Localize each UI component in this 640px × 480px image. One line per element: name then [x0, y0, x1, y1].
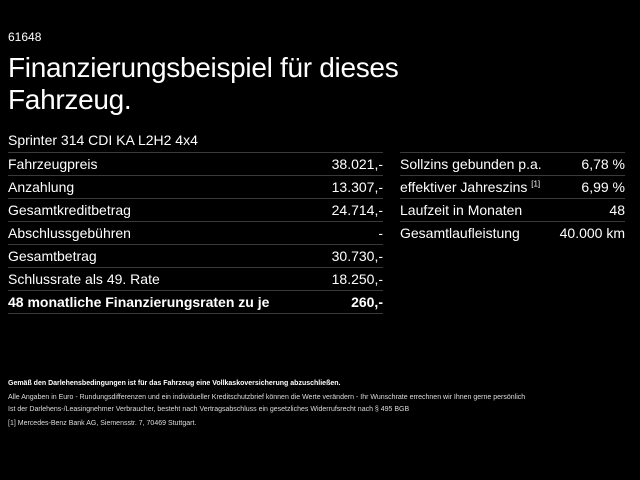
table-row: Gesamtlaufleistung 40.000 km: [400, 221, 625, 244]
row-label: 48 monatliche Finanzierungsraten zu je: [8, 290, 322, 314]
table-row: Laufzeit in Monaten 48: [400, 198, 625, 222]
row-label: Laufzeit in Monaten: [400, 198, 554, 222]
row-value: 18.250,-: [321, 267, 383, 291]
row-value: 40.000 km: [553, 221, 625, 244]
table-row: Sollzins gebunden p.a. 6,78 %: [400, 152, 625, 176]
table-row: Gesamtbetrag 30.730,-: [8, 244, 383, 268]
row-label-cell: effektiver Jahreszins [1]: [400, 175, 554, 199]
footnote-ref: [1]: [531, 179, 541, 189]
row-label: Fahrzeugpreis: [8, 152, 322, 176]
row-label: Gesamtkreditbetrag: [8, 198, 322, 222]
table-row: Fahrzeugpreis 38.021,-: [8, 152, 383, 176]
disclaimer-line-2: Ist der Darlehens-/Leasingnehmer Verbrau…: [8, 406, 410, 413]
financing-table: Fahrzeugpreis 38.021,- Anzahlung 13.307,- …: [8, 152, 383, 314]
insurance-note: Gemäß den Darlehensbedingungen ist für d…: [8, 380, 341, 387]
page-title: Finanzierungsbeispiel für dieses Fahrzeu…: [8, 52, 399, 115]
table-row: Gesamtkreditbetrag 24.714,-: [8, 198, 383, 222]
vehicle-code: 61648: [8, 30, 42, 44]
row-label: Schlussrate als 49. Rate: [8, 267, 322, 291]
monthly-rate-row: 48 monatliche Finanzierungsraten zu je 26…: [8, 290, 383, 314]
row-value: 30.730,-: [321, 244, 383, 268]
table-row: Anzahlung 13.307,-: [8, 175, 383, 199]
table-row: Schlussrate als 49. Rate 18.250,-: [8, 267, 383, 291]
row-value: 48: [553, 198, 625, 222]
row-label: effektiver Jahreszins: [400, 179, 528, 195]
footnote-text: Mercedes-Benz Bank AG, Siemensstr. 7, 70…: [17, 420, 197, 427]
footnote: [1] Mercedes-Benz Bank AG, Siemensstr. 7…: [8, 420, 196, 427]
row-value: 13.307,-: [321, 175, 383, 199]
row-value: 24.714,-: [321, 198, 383, 222]
row-label: Anzahlung: [8, 175, 322, 199]
row-value: 6,99 %: [553, 175, 625, 199]
interest-table: Sollzins gebunden p.a. 6,78 % effektiver …: [400, 152, 625, 244]
table-row: Abschlussgebühren -: [8, 221, 383, 245]
row-value: -: [321, 221, 383, 245]
row-label: Gesamtbetrag: [8, 244, 322, 268]
row-value: 38.021,-: [321, 152, 383, 176]
row-label: Abschlussgebühren: [8, 221, 322, 245]
table-row: effektiver Jahreszins [1] 6,99 %: [400, 175, 625, 199]
row-value: 260,-: [321, 290, 383, 314]
disclaimer-line-1: Alle Angaben in Euro - Rundungsdifferenz…: [8, 394, 526, 401]
row-label: Sollzins gebunden p.a.: [400, 152, 554, 176]
row-label: Gesamtlaufleistung: [400, 221, 554, 244]
footnote-mark: [1]: [8, 420, 16, 427]
row-value: 6,78 %: [553, 152, 625, 176]
vehicle-model: Sprinter 314 CDI KA L2H2 4x4: [8, 132, 198, 148]
